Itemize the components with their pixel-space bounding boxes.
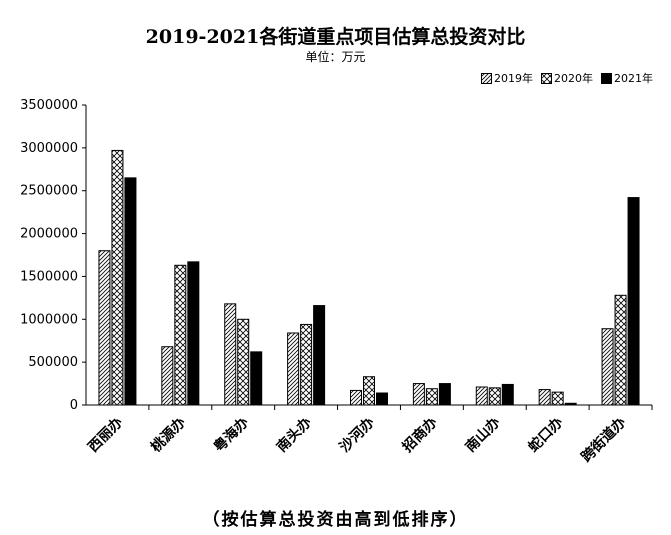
- bar: [174, 264, 187, 406]
- legend-item-2019: 2019年: [481, 70, 533, 86]
- legend-item-2021: 2021年: [601, 70, 653, 86]
- bar: [501, 383, 514, 406]
- chart-footnote: （按估算总投资由高到低排序）: [202, 510, 469, 530]
- chart-subtitle: 单位：万元: [305, 50, 366, 64]
- bar: [350, 389, 362, 406]
- x-tick-label: 西丽办: [85, 414, 127, 456]
- legend-swatch-solid: [601, 72, 612, 84]
- bar: [363, 376, 375, 406]
- bar: [98, 250, 111, 406]
- legend-swatch-crosshatch: [541, 72, 552, 84]
- legend-label: 2020年: [554, 72, 593, 85]
- y-tick-label: 1000000: [20, 312, 78, 327]
- y-tick-label: 3000000: [20, 141, 78, 156]
- bar: [376, 392, 388, 406]
- x-tick-label: 招商办: [399, 414, 441, 456]
- bar: [614, 294, 627, 406]
- bar: [564, 402, 577, 406]
- y-tick-label: 3500000: [20, 98, 78, 113]
- bar: [124, 177, 137, 406]
- x-tick-label: 桃源办: [147, 414, 189, 456]
- legend-item-2020: 2020年: [541, 70, 593, 86]
- y-tick-label: 0: [70, 398, 78, 413]
- bar: [237, 318, 250, 406]
- bar: [161, 346, 174, 406]
- y-tick-label: 2000000: [20, 227, 78, 242]
- bar: [287, 332, 300, 406]
- bar: [475, 386, 488, 406]
- bar: [224, 303, 237, 406]
- legend-swatch-diagonal: [481, 72, 492, 84]
- bar: [601, 328, 614, 406]
- y-tick-label: 1500000: [20, 269, 78, 284]
- legend-label: 2019年: [494, 72, 533, 85]
- x-tick-label: 南山办: [462, 414, 504, 456]
- y-tick-label: 2500000: [20, 184, 78, 199]
- x-tick-label: 沙河办: [336, 414, 378, 456]
- chart-title: 2019-2021各街道重点项目估算总投资对比: [145, 26, 526, 48]
- legend: 2019年 2020年 2021年: [481, 70, 653, 86]
- bar: [313, 305, 326, 406]
- x-tick-label: 跨街道办: [578, 414, 630, 466]
- bar: [538, 389, 551, 406]
- bar: [551, 391, 564, 406]
- x-tick-label: 南头办: [273, 414, 315, 456]
- x-tick-label: 蛇口办: [525, 414, 567, 456]
- bar: [300, 323, 313, 406]
- bar: [627, 197, 640, 406]
- bar: [250, 351, 263, 406]
- y-tick-label: 500000: [28, 355, 78, 370]
- bar: [187, 261, 200, 406]
- bar: [111, 149, 124, 406]
- x-tick-label: 粤海办: [210, 414, 252, 456]
- bar: [488, 387, 501, 406]
- bars: [98, 149, 640, 406]
- bar: [438, 383, 451, 406]
- legend-label: 2021年: [614, 72, 653, 85]
- bar: [425, 388, 438, 406]
- bar: [412, 383, 425, 406]
